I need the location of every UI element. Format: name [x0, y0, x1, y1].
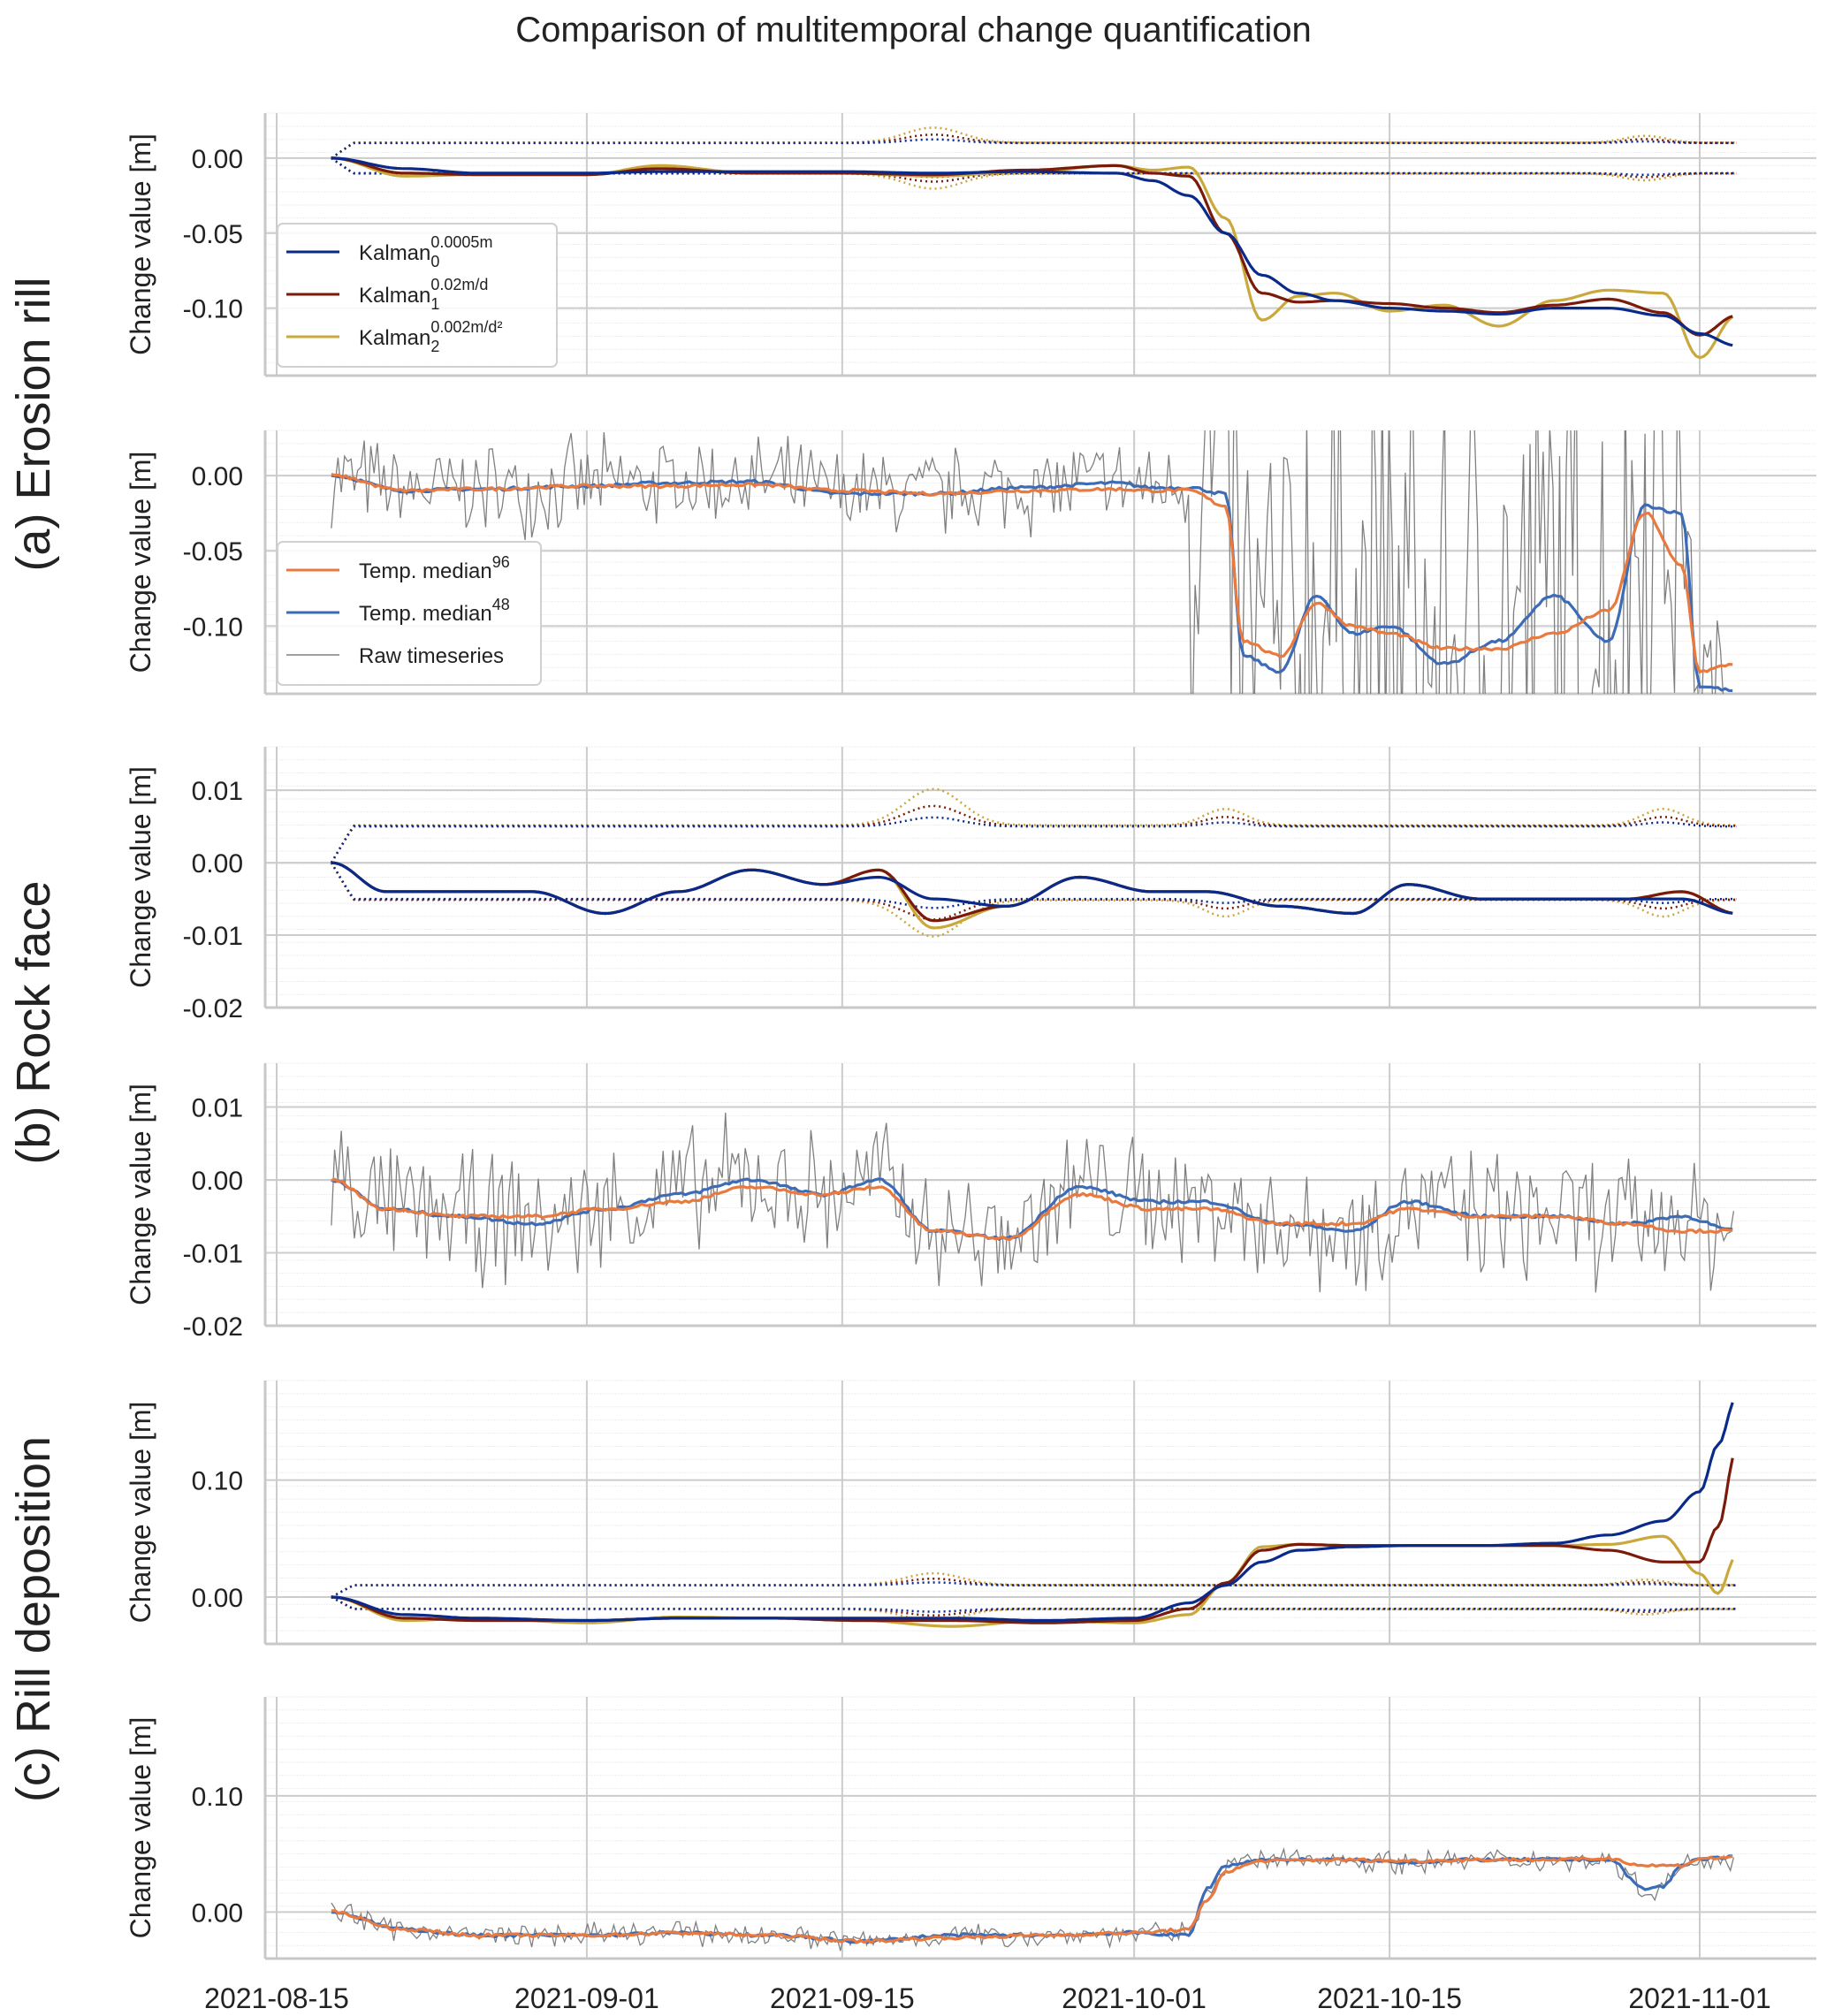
y-tick-label: 0.10 — [192, 1467, 243, 1496]
series-kalman0 — [331, 861, 1733, 916]
y-tick-label: -0.10 — [183, 295, 243, 324]
series-median96 — [331, 1177, 1733, 1242]
plot-area — [331, 1112, 1735, 1293]
y-tick-label: 0.00 — [192, 1584, 243, 1613]
x-tick-label: 2021-09-01 — [514, 1982, 659, 2014]
y-tick-label: 0.00 — [192, 145, 243, 174]
y-tick-label: 0.00 — [192, 462, 243, 491]
y-tick-label: 0.00 — [192, 849, 243, 879]
panel-b-kalman: 0.01 0.00 -0.01 -0.02 Change value [m] — [125, 746, 1816, 1023]
legend: Kalman00.0005mKalman10.02m/dKalman20.002… — [277, 223, 558, 368]
uncertainty-lower-kalman1 — [330, 862, 1737, 921]
uncertainty-upper-kalman0 — [330, 816, 1737, 863]
series-median96 — [331, 1854, 1733, 1944]
y-tick-label: 0.00 — [192, 1898, 243, 1928]
y-axis-label: Change value [m] — [125, 1717, 156, 1939]
panel-b-median: 0.01 0.00 -0.01 -0.02 Change value [m] — [125, 1062, 1816, 1342]
panel-c-median: 0.10 0.00 Change value [m] 2021-08-15 2021-0… — [125, 1696, 1816, 2014]
panel-a-kalman: 0.00 -0.05 -0.10 Change value [m] Kalman00.0… — [125, 112, 1816, 377]
y-axis-label: Change value [m] — [125, 1402, 156, 1624]
uncertainty-upper-kalman0 — [331, 1581, 1737, 1599]
y-tick-label: 0.01 — [192, 1094, 243, 1123]
x-tick-label: 2021-08-15 — [204, 1982, 349, 2014]
plot-area — [331, 1402, 1737, 1628]
y-axis-label: Change value [m] — [125, 452, 156, 673]
legend-box — [277, 223, 558, 368]
y-tick-label: -0.05 — [183, 537, 243, 567]
uncertainty-lower-kalman0 — [330, 862, 1737, 909]
plot-area — [331, 126, 1737, 360]
uncertainty-upper-kalman1 — [330, 804, 1737, 863]
y-tick-label: 0.00 — [192, 1167, 243, 1196]
plot-area — [330, 787, 1737, 938]
y-axis-label: Change value [m] — [125, 766, 156, 988]
plot-area — [331, 430, 1733, 694]
legend-label-raw: Raw timeseries — [359, 644, 504, 668]
series-median48 — [331, 1854, 1733, 1944]
y-tick-label: -0.01 — [183, 1240, 243, 1269]
uncertainty-lower-kalman1 — [331, 1595, 1737, 1617]
series-kalman2 — [331, 861, 1733, 930]
y-tick-label: -0.01 — [183, 922, 243, 951]
y-tick-label: -0.02 — [183, 1312, 243, 1342]
uncertainty-lower-kalman0 — [331, 1595, 1737, 1613]
series-kalman0 — [331, 156, 1733, 347]
y-tick-label: -0.10 — [183, 612, 243, 642]
panel-c-kalman: 0.10 0.00 Change value [m] — [125, 1380, 1816, 1646]
series-kalman2 — [331, 1534, 1734, 1628]
panel-a-median: 0.00 -0.05 -0.10 Change value [m] Temp. medi… — [125, 430, 1816, 696]
series-raw-timeseries — [331, 430, 1724, 694]
y-tick-label: -0.05 — [183, 220, 243, 249]
legend-box — [277, 541, 542, 686]
y-tick-label: 0.10 — [192, 1783, 243, 1812]
series-kalman0 — [331, 1402, 1734, 1623]
x-tick-label: 2021-10-15 — [1317, 1982, 1462, 2014]
y-tick-label: 0.01 — [192, 777, 243, 806]
x-tick-label: 2021-10-01 — [1062, 1982, 1207, 2014]
y-tick-label: -0.02 — [183, 994, 243, 1023]
series-raw-timeseries — [331, 1112, 1735, 1293]
uncertainty-upper-kalman0 — [331, 138, 1737, 159]
uncertainty-upper-kalman1 — [331, 133, 1737, 159]
series-kalman1 — [331, 1457, 1734, 1624]
series-median96 — [331, 473, 1733, 674]
y-axis-label: Change value [m] — [125, 1084, 156, 1305]
x-tick-label: 2021-09-15 — [770, 1982, 915, 2014]
y-axis-label: Change value [m] — [125, 133, 156, 355]
chart-title: Comparison of multitemporal change quant… — [515, 11, 1312, 49]
series-kalman1 — [331, 156, 1733, 337]
x-tick-label: 2021-11-01 — [1628, 1982, 1770, 2014]
plot-area — [331, 1846, 1735, 1951]
uncertainty-upper-kalman1 — [331, 1578, 1737, 1599]
